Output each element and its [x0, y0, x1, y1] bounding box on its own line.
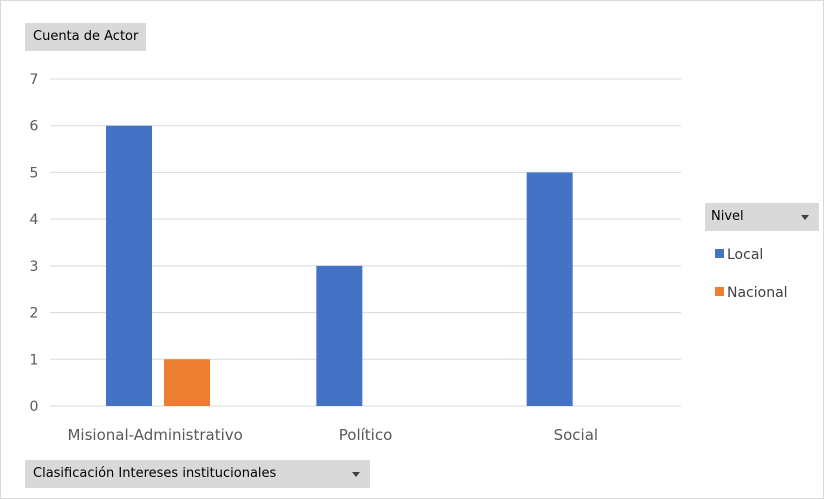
plot-area: 0 1 2 3 4 5 6 7 Misional-Administrativo Político S… [30, 72, 681, 444]
y-tick-label: 2 [30, 306, 39, 322]
bar-local-2 [316, 265, 363, 406]
legend-item-local: Local [715, 246, 763, 264]
x-category-label: Misional-Administrativo [67, 426, 242, 444]
y-tick-label: 6 [30, 119, 39, 135]
bar-local-3 [526, 172, 573, 406]
y-tick-label: 3 [30, 259, 39, 275]
legend-filter-button[interactable]: Nivel [705, 203, 819, 231]
y-tick-label: 4 [30, 212, 39, 228]
chevron-down-icon [801, 215, 809, 220]
legend-label-local: Local [727, 247, 764, 263]
axis-field-label: Clasificación Intereses institucionales [33, 466, 277, 481]
axis-field-button[interactable]: Clasificación Intereses institucionales [25, 460, 370, 488]
legend-label-nacional: Nacional [727, 285, 788, 301]
legend-swatch-nacional [715, 287, 724, 296]
bar-nacional-1 [164, 359, 210, 406]
y-tick-label: 5 [30, 165, 39, 181]
y-tick-label: 0 [30, 399, 39, 415]
chevron-down-icon [352, 472, 360, 477]
x-category-label: Social [554, 426, 598, 444]
legend-swatch-local [715, 249, 724, 258]
bar-local-1 [106, 125, 152, 406]
y-tick-label: 1 [30, 352, 39, 368]
legend-item-nacional: Nacional [715, 284, 788, 302]
values-field-button[interactable]: Cuenta de Actor [25, 23, 147, 51]
x-category-label: Político [339, 426, 393, 444]
y-tick-label: 7 [30, 72, 39, 88]
legend-title: Nivel [711, 209, 744, 224]
